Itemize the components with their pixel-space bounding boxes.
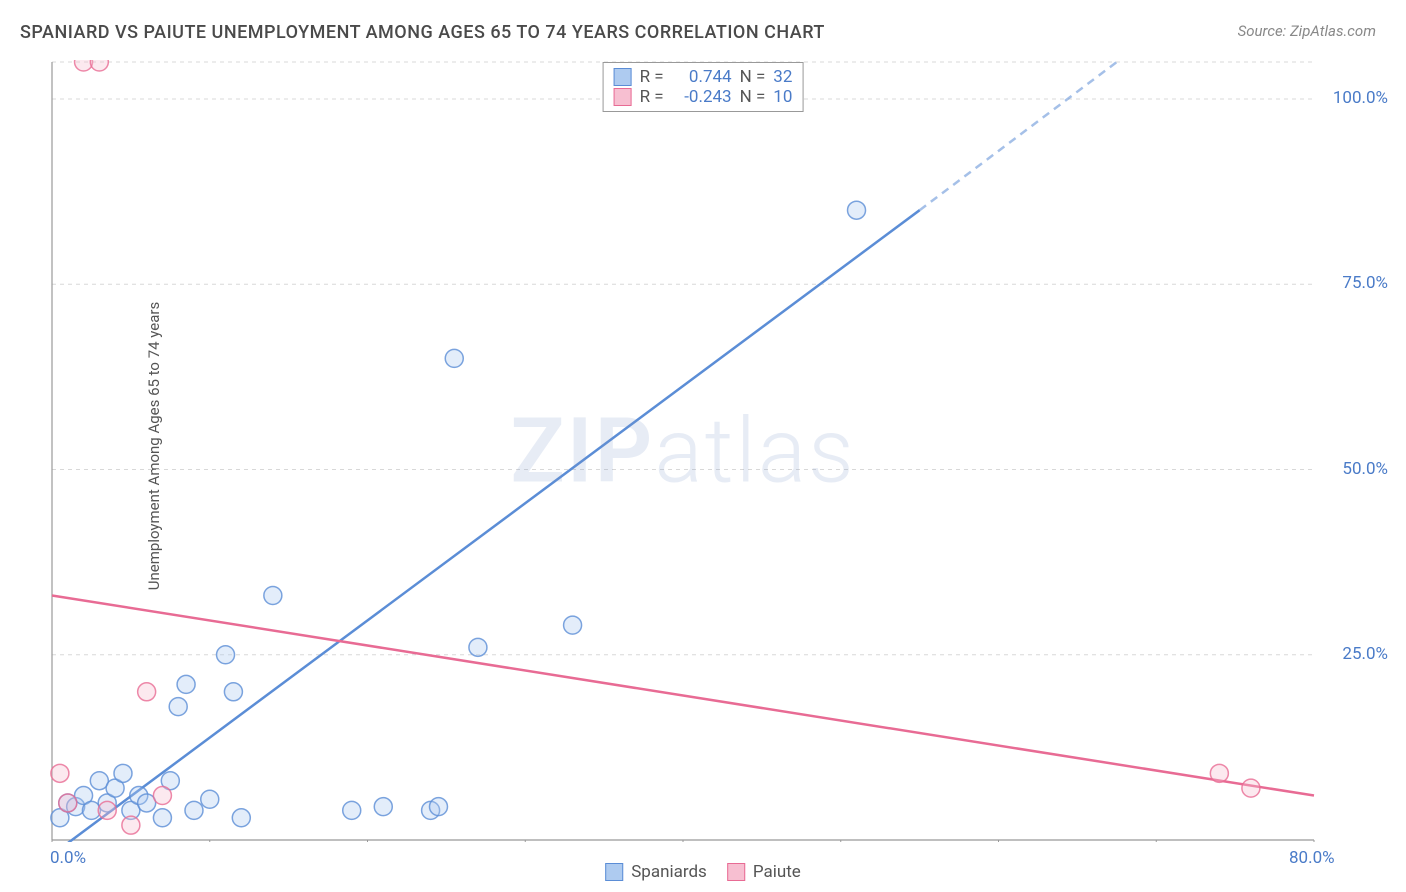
correlation-legend: R = 0.744 N = 32 R = -0.243 N = 10 xyxy=(603,62,804,112)
chart-area: ZIPatlas xyxy=(50,60,1316,842)
legend-item-spaniards: Spaniards xyxy=(605,862,707,882)
x-tick-label: 0.0% xyxy=(50,848,86,868)
n-label: N = xyxy=(740,67,766,87)
legend-swatch-spaniards xyxy=(605,863,623,881)
legend-label-spaniards: Spaniards xyxy=(631,862,707,882)
n-label: N = xyxy=(740,87,766,107)
legend-item-paiute: Paiute xyxy=(727,862,801,882)
scatter-chart-svg xyxy=(50,60,1316,842)
source-attribution: Source: ZipAtlas.com xyxy=(1238,22,1376,40)
legend-swatch-paiute xyxy=(727,863,745,881)
chart-title: SPANIARD VS PAIUTE UNEMPLOYMENT AMONG AG… xyxy=(20,22,825,43)
r-value-spaniards: 0.744 xyxy=(672,67,732,87)
y-tick-label: 25.0% xyxy=(1342,644,1388,664)
y-tick-label: 75.0% xyxy=(1342,273,1388,293)
r-label: R = xyxy=(640,87,664,107)
r-label: R = xyxy=(640,67,664,87)
y-tick-label: 50.0% xyxy=(1342,459,1388,479)
n-value-spaniards: 32 xyxy=(773,67,792,87)
series-legend: Spaniards Paiute xyxy=(605,862,801,882)
n-value-paiute: 10 xyxy=(773,87,792,107)
r-value-paiute: -0.243 xyxy=(672,87,732,107)
legend-row-paiute: R = -0.243 N = 10 xyxy=(614,87,793,107)
legend-swatch-spaniards xyxy=(614,68,632,86)
y-tick-label: 100.0% xyxy=(1333,88,1388,108)
legend-swatch-paiute xyxy=(614,88,632,106)
legend-label-paiute: Paiute xyxy=(753,862,801,882)
legend-row-spaniards: R = 0.744 N = 32 xyxy=(614,67,793,87)
x-tick-label: 80.0% xyxy=(1289,848,1335,868)
